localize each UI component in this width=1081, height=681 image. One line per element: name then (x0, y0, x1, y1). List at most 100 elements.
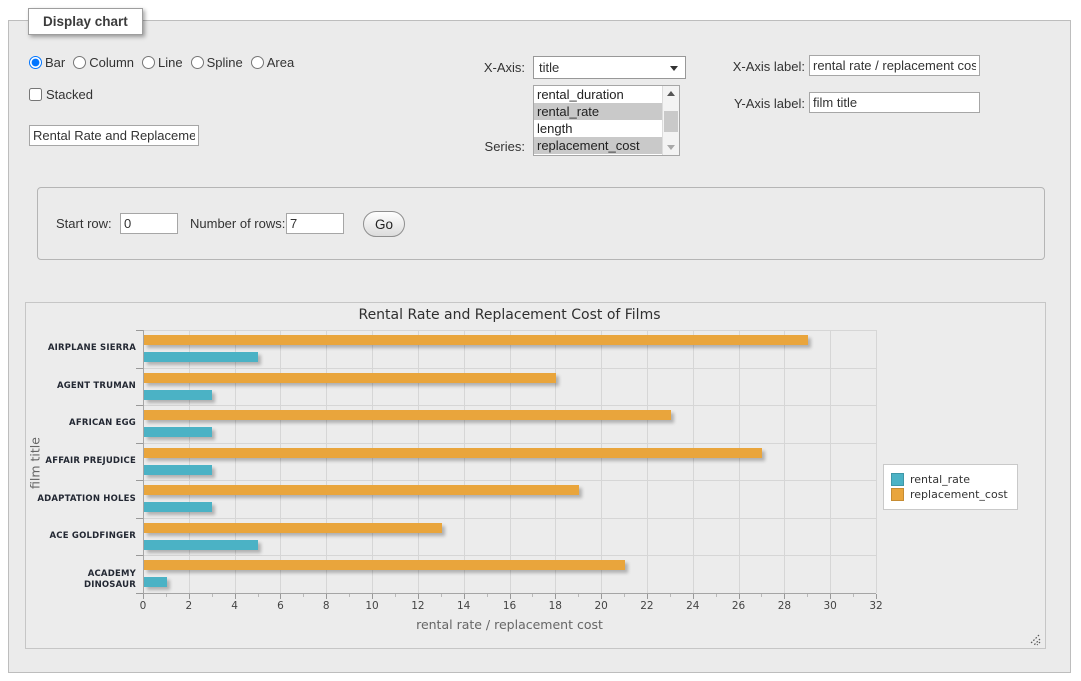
radio-bar[interactable] (29, 56, 42, 69)
gridline-vertical (830, 330, 831, 593)
x-axis-selected-value: title (539, 60, 559, 75)
x-axis-major-tick (830, 594, 831, 599)
category-label: AFRICAN EGG (36, 418, 136, 429)
stacked-label: Stacked (46, 87, 93, 102)
gridline-vertical (372, 330, 373, 593)
series-listbox[interactable]: rental_durationrental_ratelengthreplacem… (533, 85, 680, 156)
chart-title-input[interactable] (29, 125, 199, 146)
chart-type-option-line[interactable]: Line (142, 55, 183, 70)
series-options: rental_durationrental_ratelengthreplacem… (534, 86, 662, 154)
gridline-vertical (464, 330, 465, 593)
chart-type-option-bar[interactable]: Bar (29, 55, 65, 70)
x-axis-major-tick (647, 594, 648, 599)
x-axis-major-tick (784, 594, 785, 599)
x-axis-minor-tick (578, 594, 579, 597)
category-label: AIRPLANE SIERRA (36, 343, 136, 354)
chart-type-option-column[interactable]: Column (73, 55, 134, 70)
stacked-checkbox[interactable] (29, 88, 42, 101)
series-option-rental_rate[interactable]: rental_rate (534, 103, 662, 120)
category-label: ADAPTATION HOLES (36, 494, 136, 505)
x-tick-label: 12 (398, 600, 438, 612)
x-axis-minor-tick (532, 594, 533, 597)
y-axis-label-input[interactable] (809, 92, 980, 113)
bar-replacement_cost (144, 485, 579, 495)
x-tick-label: 2 (169, 600, 209, 612)
series-option-replacement_cost[interactable]: replacement_cost (534, 137, 662, 154)
triangle-down-icon (667, 145, 675, 150)
x-tick-label: 26 (719, 600, 759, 612)
category-label: AFFAIR PREJUDICE (36, 456, 136, 467)
panel-legend: Display chart (28, 8, 143, 35)
series-option-rental_duration[interactable]: rental_duration (534, 86, 662, 103)
x-axis-minor-tick (624, 594, 625, 597)
bar-replacement_cost (144, 335, 808, 345)
chart-type-option-area[interactable]: Area (251, 55, 294, 70)
num-rows-label: Number of rows: (190, 216, 285, 232)
y-axis-tick (136, 368, 143, 369)
stacked-option[interactable]: Stacked (29, 87, 93, 102)
gridline-vertical (555, 330, 556, 593)
legend-item-replacement_cost[interactable]: replacement_cost (891, 488, 1008, 501)
bar-rental_rate (144, 352, 258, 362)
legend-label: replacement_cost (910, 488, 1008, 501)
gridline-vertical (189, 330, 190, 593)
radio-spline[interactable] (191, 56, 204, 69)
radio-label: Spline (207, 55, 243, 70)
display-chart-panel: Display chart BarColumnLineSplineArea St… (8, 20, 1071, 673)
y-axis-tick (136, 480, 143, 481)
bar-rental_rate (144, 540, 258, 550)
page: Display chart Bar Column Line Spline Area St… (0, 0, 1081, 681)
x-axis-line (143, 593, 876, 594)
radio-column[interactable] (73, 56, 86, 69)
x-tick-label: 28 (764, 600, 804, 612)
scrollbar-thumb[interactable] (664, 111, 678, 132)
chart-type-radiogroup: Bar Column Line Spline Area (29, 55, 302, 72)
bar-replacement_cost (144, 560, 625, 570)
x-axis-label-label: X-Axis label: (695, 59, 805, 75)
series-option-length[interactable]: length (534, 120, 662, 137)
x-tick-label: 22 (627, 600, 667, 612)
legend-swatch-rental_rate (891, 473, 904, 486)
y-axis-tick (136, 443, 143, 444)
x-tick-label: 20 (581, 600, 621, 612)
x-tick-label: 18 (535, 600, 575, 612)
legend-item-rental_rate[interactable]: rental_rate (891, 473, 1008, 486)
x-tick-label: 6 (260, 600, 300, 612)
x-axis-major-tick (693, 594, 694, 599)
x-axis-minor-tick (349, 594, 350, 597)
x-axis-major-tick (739, 594, 740, 599)
resize-grip[interactable] (1027, 631, 1041, 645)
radio-label: Line (158, 55, 183, 70)
x-axis-major-tick (235, 594, 236, 599)
y-axis-tick (136, 555, 143, 556)
x-axis-major-tick (555, 594, 556, 599)
x-axis-major-tick (326, 594, 327, 599)
radio-line[interactable] (142, 56, 155, 69)
series-scrollbar[interactable] (662, 86, 679, 155)
radio-area[interactable] (251, 56, 264, 69)
gridline-horizontal (143, 518, 876, 519)
gridline-horizontal (143, 555, 876, 556)
bar-rental_rate (144, 390, 212, 400)
start-row-input[interactable] (120, 213, 178, 234)
num-rows-input[interactable] (286, 213, 344, 234)
gridline-vertical (280, 330, 281, 593)
chart-type-option-spline[interactable]: Spline (191, 55, 243, 70)
x-axis-title: rental rate / replacement cost (143, 617, 876, 632)
gridline-horizontal (143, 443, 876, 444)
x-axis-label-input[interactable] (809, 55, 980, 76)
x-axis-minor-tick (212, 594, 213, 597)
go-button[interactable]: Go (363, 211, 405, 237)
gridline-vertical (647, 330, 648, 593)
series-select-label: Series: (417, 139, 525, 155)
chart-container: Rental Rate and Replacement Cost of Film… (25, 302, 1046, 649)
gridline-vertical (784, 330, 785, 593)
gridline-horizontal (143, 368, 876, 369)
scroll-up-button[interactable] (663, 86, 679, 101)
x-axis-select[interactable]: title (533, 56, 686, 79)
category-label: AGENT TRUMAN (36, 381, 136, 392)
bar-replacement_cost (144, 410, 671, 420)
scroll-down-button[interactable] (663, 140, 679, 155)
bar-rental_rate (144, 577, 167, 587)
y-axis-tick (136, 593, 143, 594)
